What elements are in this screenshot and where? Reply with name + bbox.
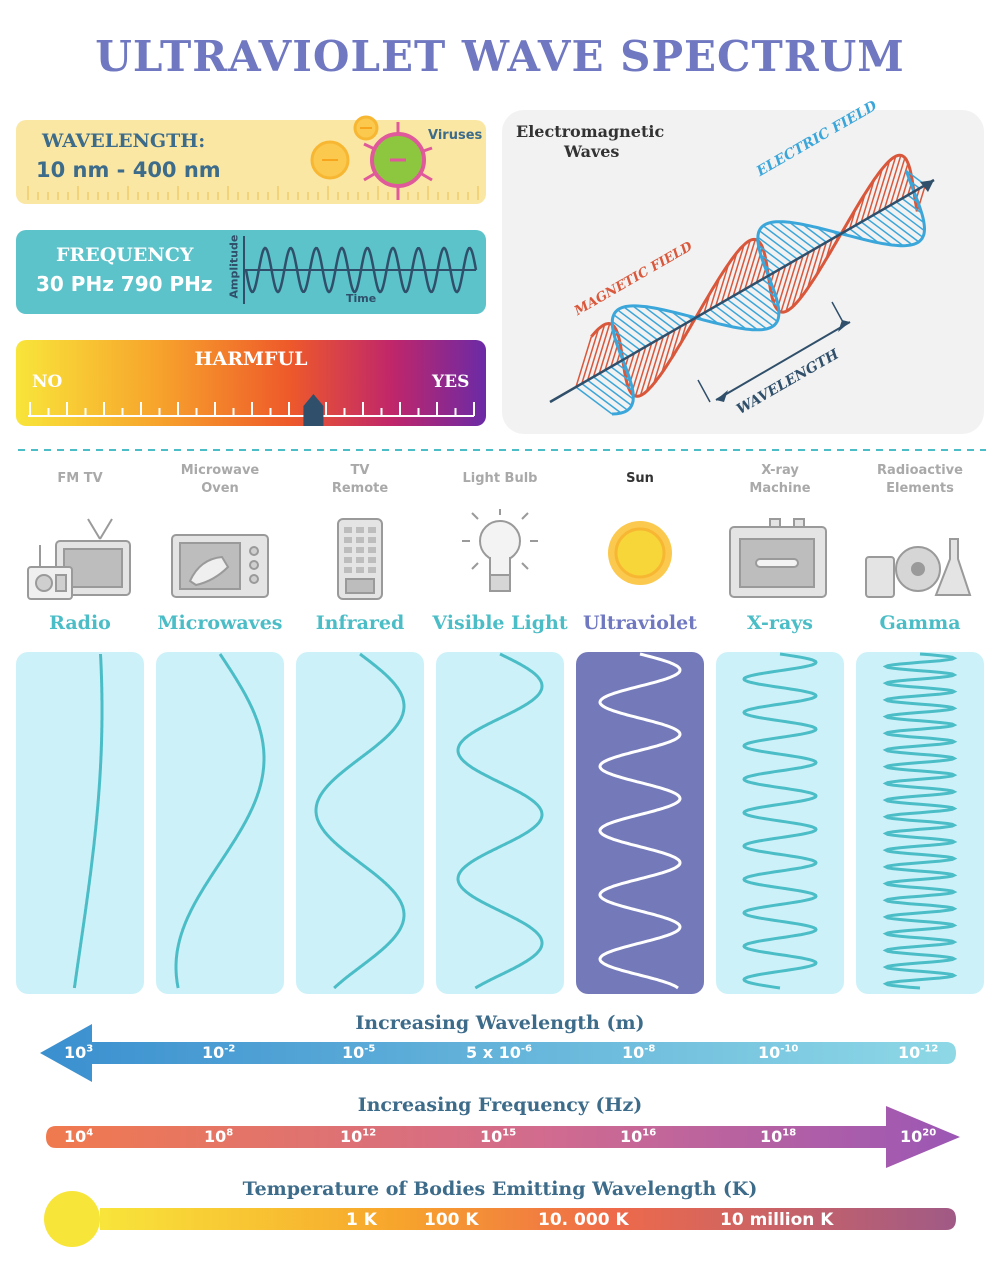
wl-tick-2: 10-5 bbox=[342, 1043, 376, 1062]
band-label-ultraviolet: Ultraviolet bbox=[583, 612, 697, 634]
freq-tick-6: 1020 bbox=[900, 1127, 937, 1146]
frequency-label: FREQUENCY bbox=[56, 244, 194, 266]
freq-tick-1: 108 bbox=[204, 1127, 234, 1146]
xray-machine-icon bbox=[729, 518, 827, 598]
temperature-axis-title: Temperature of Bodies Emitting Wavelengt… bbox=[242, 1178, 758, 1200]
freq-tick-5: 1018 bbox=[760, 1127, 797, 1146]
frequency-wave bbox=[243, 236, 478, 304]
virus-icon bbox=[310, 115, 433, 200]
freq-tick-0: 104 bbox=[64, 1127, 94, 1146]
source-label-light-bulb: Light Bulb bbox=[462, 471, 538, 486]
harmful-title: HARMFUL bbox=[194, 348, 308, 370]
tv-remote-icon bbox=[337, 518, 383, 600]
wl-tick-0: 103 bbox=[64, 1043, 94, 1062]
temperature-axis-bar bbox=[44, 1191, 956, 1247]
freq-tick-3: 1015 bbox=[480, 1127, 517, 1146]
band-label-infrared: Infrared bbox=[315, 612, 405, 634]
wavelength-arrow bbox=[715, 321, 851, 401]
temp-tick-1: 100 K bbox=[424, 1210, 479, 1230]
wavelength-value: 10 nm - 400 nm bbox=[36, 158, 221, 182]
wl-tick-3: 5 x 10-6 bbox=[466, 1043, 532, 1062]
radioactive-elements-icon bbox=[865, 538, 972, 598]
wl-tick-5: 10-10 bbox=[758, 1043, 799, 1062]
radio-tv-icon bbox=[27, 518, 131, 600]
wave-panels bbox=[16, 652, 984, 994]
source-icons bbox=[27, 509, 972, 600]
source-label-microwave: Microwave Oven bbox=[180, 463, 260, 496]
source-label-xray: X-ray Machine bbox=[749, 463, 811, 496]
source-label-sun: Sun bbox=[626, 471, 654, 486]
viruses-label: Viruses bbox=[428, 128, 483, 143]
propagation-axis bbox=[549, 178, 935, 404]
axis-arrowhead bbox=[920, 180, 934, 192]
band-label-radio: Radio bbox=[49, 612, 111, 634]
band-label-xrays: X-rays bbox=[746, 612, 813, 634]
band-label-gamma: Gamma bbox=[879, 612, 961, 634]
wl-tick-4: 10-8 bbox=[622, 1043, 656, 1062]
source-label-radioactive: Radioactive Elements bbox=[877, 463, 963, 496]
harmful-yes: YES bbox=[432, 372, 470, 392]
em-title-1: Electromagnetic bbox=[516, 122, 665, 141]
frequency-axis-title: Increasing Frequency (Hz) bbox=[357, 1094, 643, 1116]
harmful-scale bbox=[28, 394, 475, 426]
page-title: ULTRAVIOLET WAVE SPECTRUM bbox=[95, 32, 905, 81]
section-divider bbox=[18, 449, 986, 451]
band-label-microwaves: Microwaves bbox=[157, 612, 283, 634]
wl-tick-6: 10-12 bbox=[898, 1043, 939, 1062]
wavelength-label: WAVELENGTH: bbox=[42, 130, 206, 152]
wavelength-axis-title: Increasing Wavelength (m) bbox=[355, 1012, 645, 1034]
source-label-radio: FM TV bbox=[57, 471, 103, 486]
freq-tick-4: 1016 bbox=[620, 1127, 657, 1146]
em-wave-diagram bbox=[549, 153, 935, 416]
ruler-ticks bbox=[27, 186, 479, 200]
harmful-no: NO bbox=[32, 372, 63, 392]
time-label: Time bbox=[346, 292, 377, 305]
freq-tick-2: 1012 bbox=[340, 1127, 377, 1146]
temp-tick-0: 1 K bbox=[346, 1210, 377, 1230]
source-label-tv-remote: TV Remote bbox=[331, 463, 389, 496]
frequency-axis-arrow bbox=[46, 1106, 960, 1168]
frequency-box: FREQUENCY 30 PHz 790 PHz Amplitude Time bbox=[16, 230, 486, 314]
frequency-value: 30 PHz 790 PHz bbox=[36, 272, 213, 296]
light-bulb-icon bbox=[462, 509, 538, 592]
wavelength-axis-arrow bbox=[40, 1024, 956, 1082]
temp-tick-3: 10 million K bbox=[720, 1210, 834, 1230]
sun-icon bbox=[608, 521, 672, 585]
em-waves-panel: Electromagnetic Waves ELECTRIC FIELD MAG… bbox=[502, 98, 984, 434]
wl-tick-1: 10-2 bbox=[202, 1043, 236, 1062]
microwave-oven-icon bbox=[171, 534, 269, 598]
harmful-box: HARMFUL NO YES bbox=[16, 340, 486, 426]
band-label-visible: Visible Light bbox=[432, 612, 568, 634]
em-title-2: Waves bbox=[564, 142, 620, 161]
wavelength-box: WAVELENGTH: 10 nm - 400 nm Viruses bbox=[16, 115, 486, 204]
temp-tick-2: 10. 000 K bbox=[538, 1210, 629, 1230]
